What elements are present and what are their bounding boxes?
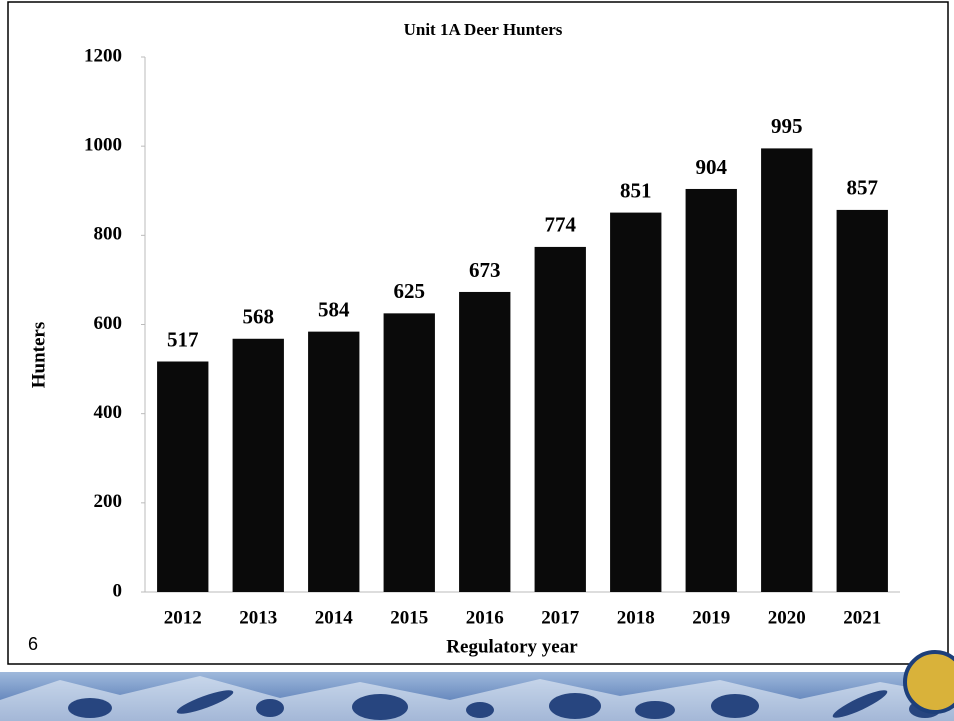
y-tick-label: 1000 — [84, 135, 122, 156]
x-tick-label: 2013 — [239, 607, 277, 628]
x-tick-label: 2020 — [768, 607, 806, 628]
bar — [232, 338, 284, 592]
x-tick-label: 2016 — [466, 607, 504, 628]
y-axis-label: Hunters — [28, 322, 49, 389]
slide-number: 6 — [28, 634, 38, 654]
data-label: 584 — [318, 297, 350, 321]
bar — [308, 331, 360, 592]
x-tick-label: 2014 — [315, 607, 354, 628]
banner — [0, 650, 954, 721]
y-tick-label: 1200 — [84, 45, 122, 66]
data-label: 673 — [469, 258, 501, 282]
x-tick-label: 2015 — [390, 607, 428, 628]
bar — [685, 188, 737, 592]
animal-silhouettes — [68, 690, 941, 720]
data-label: 625 — [394, 279, 426, 303]
chart-title: Unit 1A Deer Hunters — [404, 20, 563, 39]
x-tick-label: 2012 — [164, 607, 202, 628]
bar — [157, 361, 209, 592]
bar — [761, 148, 813, 593]
chart-frame — [7, 1, 949, 665]
data-label: 774 — [545, 213, 577, 237]
bar — [383, 313, 435, 592]
data-label: 904 — [696, 155, 728, 179]
x-tick-label: 2019 — [692, 607, 730, 628]
bar — [836, 209, 888, 592]
bar — [459, 291, 511, 592]
y-tick-label: 600 — [94, 313, 123, 334]
y-tick-label: 400 — [94, 402, 123, 423]
bar — [534, 246, 586, 593]
y-tick-label: 200 — [94, 491, 123, 512]
data-label: 995 — [771, 114, 803, 138]
x-tick-label: 2021 — [843, 607, 881, 628]
data-label: 857 — [847, 176, 879, 200]
y-tick-label: 0 — [113, 580, 123, 601]
data-label: 851 — [620, 178, 652, 202]
x-axis-label: Regulatory year — [446, 636, 578, 657]
bar — [610, 212, 662, 593]
y-tick-label: 800 — [94, 224, 123, 245]
data-label: 517 — [167, 327, 199, 351]
x-tick-label: 2018 — [617, 607, 655, 628]
data-label: 568 — [243, 305, 275, 329]
seal — [903, 650, 954, 714]
x-tick-label: 2017 — [541, 607, 580, 628]
